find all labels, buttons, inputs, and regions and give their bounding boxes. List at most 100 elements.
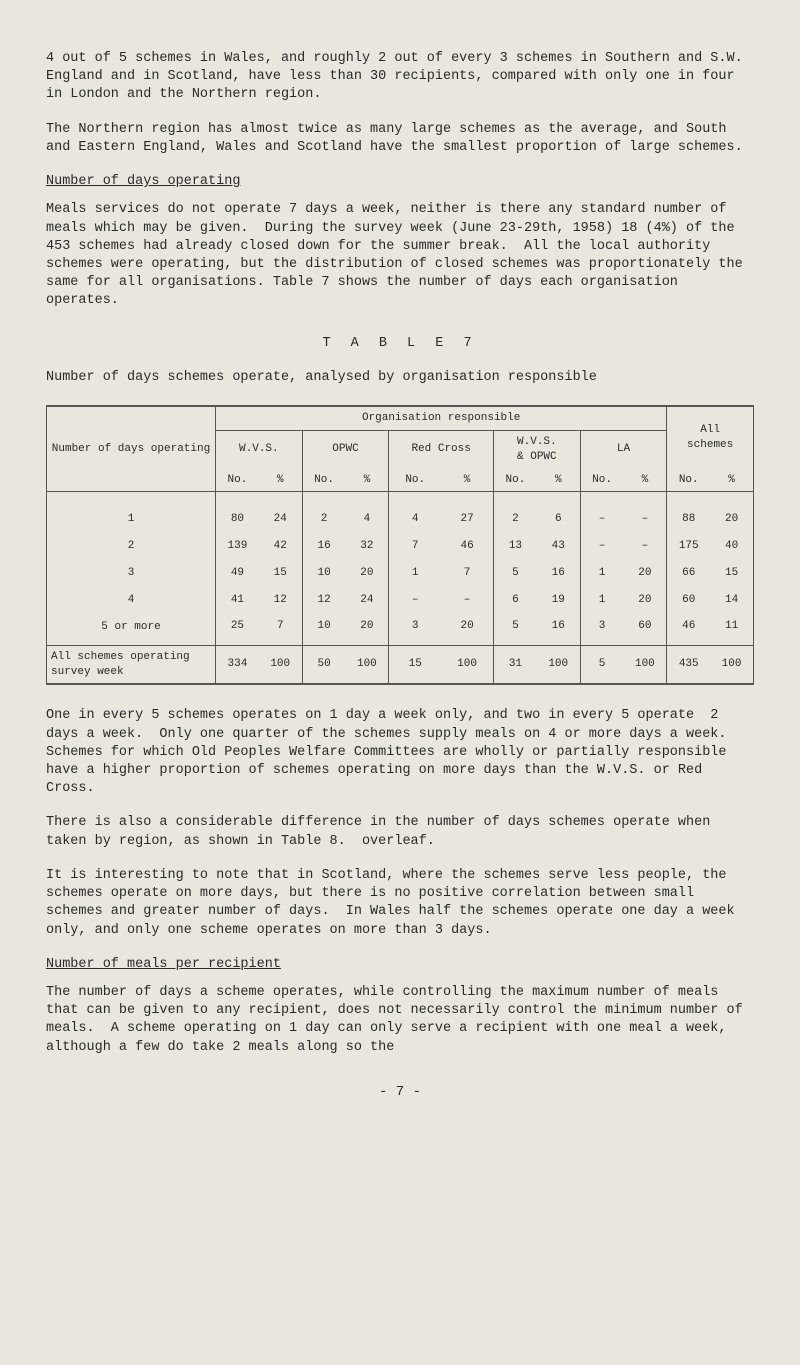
heading-days-operating: Number of days operating bbox=[46, 173, 754, 191]
table-cell: 10 bbox=[302, 614, 345, 645]
footer-cell: 435 bbox=[667, 645, 710, 684]
table-cell: 11 bbox=[710, 614, 753, 645]
table-cell: 7 bbox=[389, 533, 441, 560]
footer-cell: 100 bbox=[441, 645, 493, 684]
paragraph-4: One in every 5 schemes operates on 1 day… bbox=[46, 707, 754, 798]
table-row-label: 4 bbox=[47, 587, 216, 614]
table-cell: 15 bbox=[710, 560, 753, 587]
row-header-title: Number of days operating bbox=[47, 406, 216, 492]
table-cell: 42 bbox=[259, 533, 302, 560]
table-cell: 5 bbox=[494, 560, 537, 587]
subhead: % bbox=[537, 469, 580, 492]
table-cell: 20 bbox=[623, 587, 666, 614]
paragraph-5: There is also a considerable difference … bbox=[46, 814, 754, 850]
document-page: 4 out of 5 schemes in Wales, and roughly… bbox=[0, 0, 800, 1132]
footer-cell: 5 bbox=[580, 645, 623, 684]
table-cell: 12 bbox=[302, 587, 345, 614]
footer-cell: 50 bbox=[302, 645, 345, 684]
subhead: % bbox=[259, 469, 302, 492]
table-cell: 175 bbox=[667, 533, 710, 560]
table-cell: 1 bbox=[580, 587, 623, 614]
table-cell: 49 bbox=[216, 560, 259, 587]
table-7-caption: Number of days schemes operate, analysed… bbox=[46, 369, 754, 387]
table-cell: 1 bbox=[580, 560, 623, 587]
table-cell: 41 bbox=[216, 587, 259, 614]
table-cell: 60 bbox=[623, 614, 666, 645]
footer-cell: 100 bbox=[345, 645, 388, 684]
subhead: % bbox=[623, 469, 666, 492]
table-cell: 14 bbox=[710, 587, 753, 614]
table-cell: 7 bbox=[441, 560, 493, 587]
footer-cell: 100 bbox=[623, 645, 666, 684]
table-cell: 139 bbox=[216, 533, 259, 560]
table-row-label: 5 or more bbox=[47, 614, 216, 645]
heading-meals-per-recipient: Number of meals per recipient bbox=[46, 956, 754, 974]
table-cell: 46 bbox=[441, 533, 493, 560]
subhead: No. bbox=[302, 469, 345, 492]
subhead: % bbox=[345, 469, 388, 492]
table-cell: 1 bbox=[389, 560, 441, 587]
table-cell: 15 bbox=[259, 560, 302, 587]
table-cell: 7 bbox=[259, 614, 302, 645]
table-cell: – bbox=[623, 533, 666, 560]
subhead: No. bbox=[667, 469, 710, 492]
subhead: No. bbox=[494, 469, 537, 492]
table-cell: 20 bbox=[710, 506, 753, 533]
col-group-2: Red Cross bbox=[389, 430, 494, 468]
table-cell: 32 bbox=[345, 533, 388, 560]
table-cell: 43 bbox=[537, 533, 580, 560]
table-7-label: T A B L E 7 bbox=[46, 335, 754, 353]
table-cell: 80 bbox=[216, 506, 259, 533]
table-cell: 24 bbox=[345, 587, 388, 614]
table-cell: 60 bbox=[667, 587, 710, 614]
subhead: % bbox=[441, 469, 493, 492]
footer-cell: 100 bbox=[259, 645, 302, 684]
col-group-1: OPWC bbox=[302, 430, 389, 468]
footer-cell: 15 bbox=[389, 645, 441, 684]
table-cell: 13 bbox=[494, 533, 537, 560]
table-cell: 6 bbox=[537, 506, 580, 533]
table-cell: 46 bbox=[667, 614, 710, 645]
table-cell: 4 bbox=[345, 506, 388, 533]
table-cell: 5 bbox=[494, 614, 537, 645]
paragraph-3: Meals services do not operate 7 days a w… bbox=[46, 201, 754, 310]
table-cell: 19 bbox=[537, 587, 580, 614]
table-cell: 16 bbox=[302, 533, 345, 560]
table-cell: 2 bbox=[302, 506, 345, 533]
table-cell: 40 bbox=[710, 533, 753, 560]
footer-cell: 31 bbox=[494, 645, 537, 684]
org-responsible-header: Organisation responsible bbox=[216, 406, 667, 430]
footer-cell: 100 bbox=[537, 645, 580, 684]
subhead: No. bbox=[389, 469, 441, 492]
table-cell: 27 bbox=[441, 506, 493, 533]
page-number: - 7 - bbox=[46, 1083, 754, 1102]
table-cell: – bbox=[580, 533, 623, 560]
subhead: No. bbox=[580, 469, 623, 492]
subhead: No. bbox=[216, 469, 259, 492]
table-cell: 20 bbox=[345, 560, 388, 587]
table-cell: 20 bbox=[345, 614, 388, 645]
table-cell: – bbox=[623, 506, 666, 533]
subhead: % bbox=[710, 469, 753, 492]
paragraph-2: The Northern region has almost twice as … bbox=[46, 121, 754, 157]
table-row-label: 2 bbox=[47, 533, 216, 560]
footer-cell: 334 bbox=[216, 645, 259, 684]
col-group-0: W.V.S. bbox=[216, 430, 303, 468]
table-cell: 20 bbox=[623, 560, 666, 587]
paragraph-6: It is interesting to note that in Scotla… bbox=[46, 867, 754, 940]
table-cell: 20 bbox=[441, 614, 493, 645]
table-cell: 88 bbox=[667, 506, 710, 533]
table-cell: 12 bbox=[259, 587, 302, 614]
table-cell: 66 bbox=[667, 560, 710, 587]
table-cell: 16 bbox=[537, 560, 580, 587]
table-cell: 10 bbox=[302, 560, 345, 587]
table-cell: – bbox=[441, 587, 493, 614]
table-cell: – bbox=[389, 587, 441, 614]
table-row-label: 1 bbox=[47, 506, 216, 533]
col-group-4: LA bbox=[580, 430, 667, 468]
table-cell: 2 bbox=[494, 506, 537, 533]
table-cell: 24 bbox=[259, 506, 302, 533]
table-cell: 6 bbox=[494, 587, 537, 614]
paragraph-1: 4 out of 5 schemes in Wales, and roughly… bbox=[46, 50, 754, 105]
table-cell: 3 bbox=[580, 614, 623, 645]
